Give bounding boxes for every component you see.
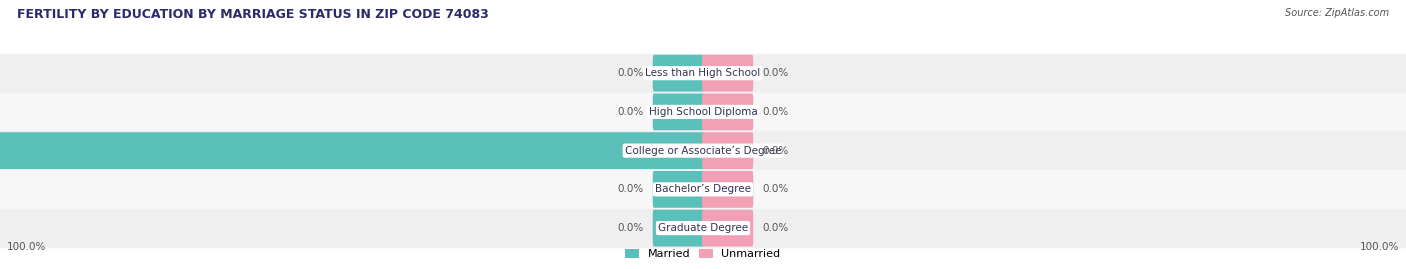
Text: 0.0%: 0.0%: [617, 68, 644, 78]
FancyBboxPatch shape: [652, 94, 704, 130]
FancyBboxPatch shape: [0, 132, 704, 169]
Text: FERTILITY BY EDUCATION BY MARRIAGE STATUS IN ZIP CODE 74083: FERTILITY BY EDUCATION BY MARRIAGE STATU…: [17, 8, 489, 21]
Text: 0.0%: 0.0%: [617, 107, 644, 117]
Bar: [0, 170, 1406, 209]
Text: 0.0%: 0.0%: [617, 184, 644, 194]
Text: 0.0%: 0.0%: [762, 68, 789, 78]
FancyBboxPatch shape: [702, 55, 754, 91]
Text: 0.0%: 0.0%: [762, 184, 789, 194]
Bar: [0, 209, 1406, 247]
Text: College or Associate’s Degree: College or Associate’s Degree: [624, 146, 782, 156]
FancyBboxPatch shape: [652, 171, 704, 208]
Bar: [0, 54, 1406, 93]
FancyBboxPatch shape: [702, 171, 754, 208]
Text: 100.0%: 100.0%: [7, 242, 46, 252]
FancyBboxPatch shape: [652, 210, 704, 246]
Text: 100.0%: 100.0%: [1360, 242, 1399, 252]
FancyBboxPatch shape: [702, 132, 754, 169]
Text: 0.0%: 0.0%: [762, 223, 789, 233]
FancyBboxPatch shape: [702, 210, 754, 246]
Text: 0.0%: 0.0%: [617, 223, 644, 233]
Text: Bachelor’s Degree: Bachelor’s Degree: [655, 184, 751, 194]
Text: 0.0%: 0.0%: [762, 146, 789, 156]
FancyBboxPatch shape: [702, 94, 754, 130]
Legend: Married, Unmarried: Married, Unmarried: [621, 244, 785, 263]
Text: Less than High School: Less than High School: [645, 68, 761, 78]
Bar: [0, 93, 1406, 131]
Text: Graduate Degree: Graduate Degree: [658, 223, 748, 233]
Text: Source: ZipAtlas.com: Source: ZipAtlas.com: [1285, 8, 1389, 18]
Text: High School Diploma: High School Diploma: [648, 107, 758, 117]
Bar: [0, 131, 1406, 170]
FancyBboxPatch shape: [652, 55, 704, 91]
Text: 0.0%: 0.0%: [762, 107, 789, 117]
